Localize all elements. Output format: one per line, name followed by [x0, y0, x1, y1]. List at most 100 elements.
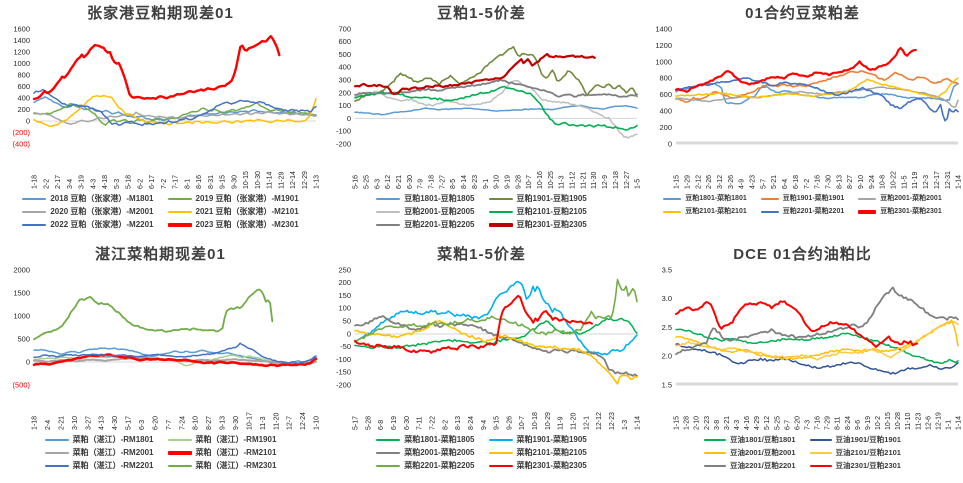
- legend-line-swatch: [376, 451, 401, 455]
- x-tick-label: 6-20: [152, 416, 159, 430]
- x-tick-label: 11-3: [260, 416, 267, 430]
- x-tick-label: 5-25: [363, 175, 370, 189]
- chart-plot: 3.53.02.52.01.51-15 1-28 2-10 2-23 3-8 3-21 4-…: [662, 265, 963, 430]
- series-line-5: [33, 288, 274, 341]
- x-tick-label: 4-29: [754, 416, 761, 430]
- legend-line-swatch: [22, 223, 47, 227]
- y-tick-label: 300: [338, 76, 351, 85]
- legend-line-swatch: [167, 210, 192, 214]
- x-tick-label: 2-21: [58, 416, 65, 430]
- x-tick-label: 1-29: [684, 175, 691, 189]
- x-tick-label: 10-15: [885, 412, 892, 430]
- x-tick-label: 12-1: [583, 416, 590, 430]
- x-tick-label: 9-26: [506, 416, 513, 430]
- chart-title: 豆粕1-5价差: [437, 5, 526, 22]
- legend-line-swatch: [858, 210, 877, 214]
- series-line-4: [354, 78, 638, 98]
- x-tick-label: 10-18: [532, 412, 539, 430]
- x-tick-label: 7-16: [815, 175, 822, 189]
- legend-line-swatch: [376, 438, 401, 442]
- legend-item: 菜粕2101-菜粕2105: [488, 447, 587, 459]
- legend-item: 菜粕2001-菜粕2005: [376, 447, 475, 459]
- x-tick-label: 5-28: [365, 416, 372, 430]
- y-tick-label: 0: [668, 139, 672, 148]
- x-tick-label: 3-12: [717, 175, 724, 189]
- x-tick-label: 9-6: [855, 420, 862, 430]
- x-tick-label: 6-17: [149, 175, 156, 189]
- legend-item: 豆油2001/豆粕2001: [704, 447, 796, 459]
- legend-item: 豆油1801/豆粕1801: [704, 434, 796, 446]
- x-tick-label: 7-30: [825, 175, 832, 189]
- legend-line-swatch: [809, 464, 832, 468]
- series-line-4: [675, 77, 959, 122]
- x-tick-label: 8-23: [472, 175, 479, 189]
- y-tick-label: -200: [336, 380, 351, 389]
- legend-line-swatch: [704, 451, 727, 455]
- x-tick-label: 3-26: [728, 175, 735, 189]
- legend-line-swatch: [488, 438, 513, 442]
- x-tick-label: 8-24: [845, 416, 852, 430]
- x-tick-label: 8-11: [835, 416, 842, 430]
- x-tick-label: 2-10: [694, 416, 701, 430]
- legend-label: 菜粕2101-菜粕2105: [516, 448, 587, 457]
- series-line-4: [33, 88, 317, 127]
- legend-item: 豆粕2101-菜粕2101: [663, 206, 747, 218]
- y-tick-label: 600: [659, 90, 672, 99]
- x-tick-label: 12-19: [935, 412, 942, 430]
- series-line-1: [675, 343, 959, 375]
- x-tick-label: 6-7: [784, 420, 791, 430]
- x-tick-label: 12-6: [925, 416, 932, 430]
- x-tick-label: 1-15: [674, 175, 681, 189]
- x-tick-label: 9-10: [858, 175, 865, 189]
- series-line-5: [354, 294, 593, 354]
- legend-line-swatch: [488, 451, 513, 455]
- legend-label: 豆油1801/豆粕1801: [730, 435, 796, 444]
- chart-legend: 豆油1801/豆粕1801 豆油1901/豆粕1901 豆油2001/豆粕2001 豆…: [704, 434, 901, 472]
- x-tick-label: 3-19: [79, 175, 86, 189]
- y-tick-label: 0: [347, 114, 351, 123]
- x-tick-label: 5-12: [764, 416, 771, 430]
- x-tick-label: 11-23: [915, 413, 922, 430]
- legend-label: 豆粕2001-菜粕2001: [880, 195, 942, 202]
- y-tick-label: 1200: [13, 47, 30, 56]
- y-tick-label: 200: [659, 123, 672, 132]
- x-tick-label: 1-14: [956, 416, 963, 430]
- legend-item: 豆油2201/豆粕2201: [704, 460, 796, 472]
- x-tick-label: 10-22: [891, 171, 898, 189]
- chart-title: DCE 01合约油粕比: [733, 246, 872, 263]
- legend-item: 菜粕1901-菜粕1905: [488, 434, 587, 446]
- legend-line-swatch: [858, 197, 877, 201]
- y-tick-label: 600: [17, 82, 30, 91]
- x-tick-label: 2-12: [695, 175, 702, 189]
- x-tick-label: 10-25: [548, 171, 555, 189]
- legend-line-swatch: [167, 438, 192, 442]
- legend-label: 豆油2301/豆粕2301: [835, 461, 901, 470]
- x-tick-label: 6-4: [782, 179, 789, 189]
- x-tick-label: 9-19: [865, 416, 872, 430]
- x-tick-label: 4-3: [90, 179, 97, 189]
- y-tick-label: 1500: [13, 288, 30, 297]
- y-tick-label: 500: [338, 50, 351, 59]
- legend-label: 豆粕2301-豆粕2305: [516, 220, 587, 229]
- legend-label: 2021 豆粕（张家港）-M2101: [195, 207, 299, 216]
- x-tick-label: 6-8: [378, 420, 385, 430]
- x-tick-label: 9-30: [233, 416, 240, 430]
- legend-label: 菜粕1901-菜粕1905: [516, 435, 587, 444]
- legend-label: 豆粕2001-豆粕2005: [404, 207, 475, 216]
- legend-item: 菜粕（湛江）-RM2101: [167, 447, 276, 459]
- legend-line-swatch: [376, 197, 401, 201]
- legend-item: 菜粕（湛江）-RM1801: [44, 434, 154, 446]
- x-tick-label: 8-24: [468, 416, 475, 430]
- x-tick-label: 5-17: [126, 416, 133, 430]
- y-tick-label: 600: [338, 37, 351, 46]
- x-tick-label: 7-27: [439, 175, 446, 189]
- legend-line-swatch: [760, 197, 779, 201]
- x-tick-label: 4-23: [750, 175, 757, 189]
- y-tick-label: 1000: [655, 57, 672, 66]
- y-tick-label: 1200: [655, 41, 672, 50]
- x-tick-label: 10-30: [255, 171, 262, 189]
- legend-item: 豆油2301/豆粕2301: [809, 460, 901, 472]
- legend-item: 菜粕2301-菜粕2305: [488, 460, 587, 472]
- x-tick-label: 2-23: [704, 416, 711, 430]
